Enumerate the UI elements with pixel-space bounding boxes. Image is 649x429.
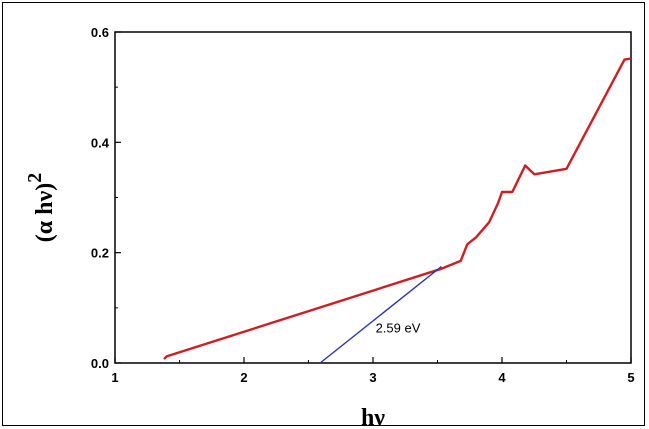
annotations: 2.59 eV [376,321,421,336]
chart-frame [2,2,645,426]
axis-tick-labels: 1 2 3 4 5 0.0 0.2 0.4 0.6 [91,25,635,385]
x-tick-label: 2 [240,370,247,385]
y-tick-label: 0.4 [91,135,110,150]
x-axis-title: hν [361,405,385,429]
y-axis-title: (α hν)2 [24,173,58,242]
x-tick-label: 3 [369,370,376,385]
x-tick-label: 4 [498,370,506,385]
y-tick-label: 0.0 [91,356,109,371]
axis-ticks [114,31,632,364]
data-series [163,57,632,364]
y-tick-label: 0.2 [91,246,109,261]
plot-area [114,31,632,364]
series-line-fit [319,265,442,364]
x-tick-label: 1 [111,370,118,385]
y-axis-title-main: (α hν) [32,183,58,242]
x-tick-label: 5 [627,370,634,385]
y-axis-title-exponent: 2 [24,173,46,183]
y-tick-label: 0.6 [91,25,109,40]
series-line-absorption [163,57,632,360]
annotation-label: 2.59 eV [376,321,421,336]
